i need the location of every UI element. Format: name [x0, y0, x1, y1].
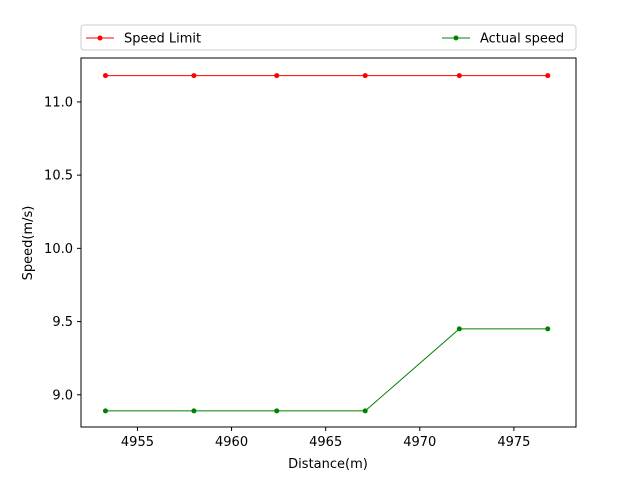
- y-tick-label: 11.0: [44, 95, 73, 110]
- x-axis-label: Distance(m): [288, 457, 368, 472]
- series-line-actual-speed: [105, 328, 548, 412]
- data-point-actual-speed: [456, 326, 462, 332]
- data-point-speed-limit: [102, 73, 108, 79]
- data-point-speed-limit: [545, 73, 551, 79]
- y-tick-label: 10.0: [44, 242, 73, 257]
- data-point-actual-speed: [191, 408, 197, 414]
- data-point-speed-limit: [274, 73, 280, 79]
- legend-marker-actual-speed: [453, 35, 459, 41]
- data-point-actual-speed: [545, 326, 551, 332]
- x-axis-ticks: 4955 4960 4965 4970 4975: [121, 427, 530, 450]
- y-axis-label: Speed(m/s): [21, 206, 36, 281]
- data-point-speed-limit: [362, 73, 368, 79]
- data-point-actual-speed: [274, 408, 280, 414]
- x-tick-label: 4955: [121, 435, 154, 450]
- data-point-speed-limit: [191, 73, 197, 79]
- y-tick-label: 10.5: [44, 169, 73, 184]
- legend-label-actual-speed: Actual speed: [480, 32, 564, 47]
- data-point-speed-limit: [456, 73, 462, 79]
- legend-label-speed-limit: Speed Limit: [124, 32, 201, 47]
- y-axis-ticks: 9.0 9.5 10.0 10.5 11.0: [44, 95, 81, 403]
- x-tick-label: 4975: [497, 435, 530, 450]
- y-tick-label: 9.5: [52, 315, 73, 330]
- data-point-actual-speed: [102, 408, 108, 414]
- x-tick-label: 4960: [215, 435, 248, 450]
- x-tick-label: 4970: [403, 435, 436, 450]
- plot-frame: [80, 57, 577, 428]
- legend: Speed Limit Actual speed: [80, 24, 577, 51]
- y-tick-label: 9.0: [52, 388, 73, 403]
- series-layer: [102, 73, 551, 414]
- legend-frame: [80, 24, 577, 51]
- legend-marker-speed-limit: [97, 35, 103, 41]
- x-tick-label: 4965: [309, 435, 342, 450]
- data-point-actual-speed: [362, 408, 368, 414]
